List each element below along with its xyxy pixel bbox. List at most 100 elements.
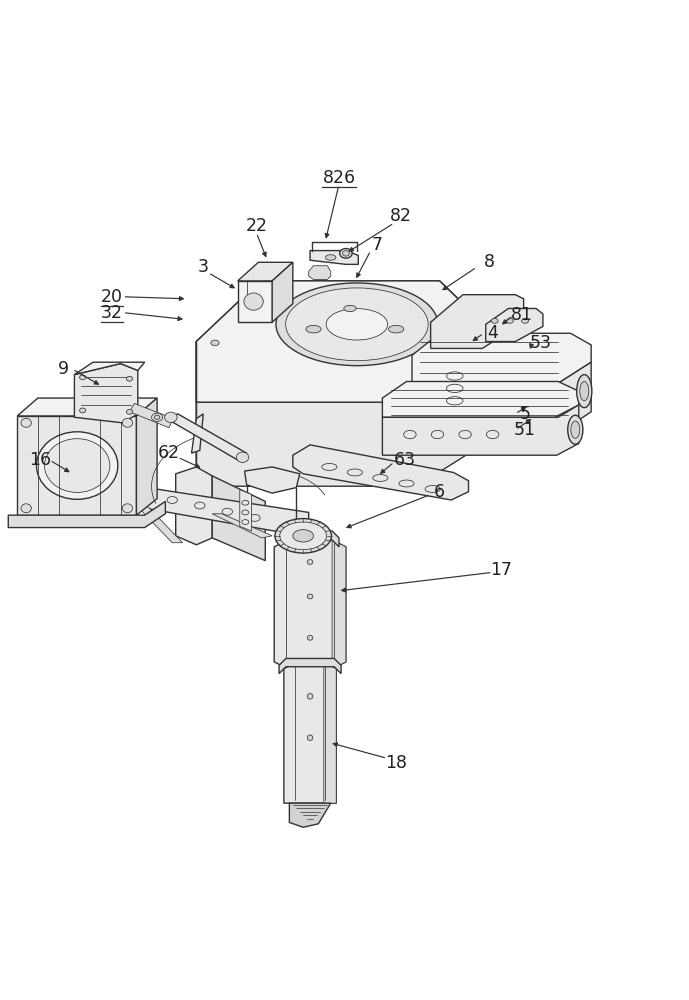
Polygon shape xyxy=(332,540,346,669)
Polygon shape xyxy=(310,251,358,264)
Polygon shape xyxy=(486,308,543,342)
Polygon shape xyxy=(136,398,157,515)
Polygon shape xyxy=(196,404,482,466)
Ellipse shape xyxy=(21,418,32,427)
Text: 4: 4 xyxy=(487,324,498,342)
Polygon shape xyxy=(176,467,212,545)
Ellipse shape xyxy=(570,421,580,438)
Polygon shape xyxy=(240,490,251,531)
Polygon shape xyxy=(192,414,203,453)
Polygon shape xyxy=(324,662,336,803)
Ellipse shape xyxy=(389,325,404,333)
Ellipse shape xyxy=(154,415,160,419)
Text: 826: 826 xyxy=(322,169,356,187)
Polygon shape xyxy=(138,507,183,543)
Polygon shape xyxy=(8,501,165,528)
Ellipse shape xyxy=(326,309,388,340)
Polygon shape xyxy=(196,281,482,402)
Polygon shape xyxy=(17,398,157,416)
Ellipse shape xyxy=(276,283,438,366)
Ellipse shape xyxy=(307,635,313,640)
Polygon shape xyxy=(382,405,579,455)
Ellipse shape xyxy=(127,376,133,381)
Text: 5: 5 xyxy=(520,405,531,423)
Ellipse shape xyxy=(45,439,110,492)
Polygon shape xyxy=(212,476,265,561)
Text: 63: 63 xyxy=(394,451,416,469)
Ellipse shape xyxy=(21,504,32,513)
Text: 18: 18 xyxy=(385,754,407,772)
Text: 3: 3 xyxy=(198,258,209,276)
Polygon shape xyxy=(274,540,346,669)
Text: 7: 7 xyxy=(372,236,383,254)
Polygon shape xyxy=(272,262,293,322)
Ellipse shape xyxy=(506,318,513,323)
Ellipse shape xyxy=(491,318,498,323)
Text: 17: 17 xyxy=(491,561,513,579)
Text: 32: 32 xyxy=(101,304,123,322)
Text: 22: 22 xyxy=(245,217,267,235)
Ellipse shape xyxy=(306,325,321,333)
Ellipse shape xyxy=(577,375,592,408)
Text: 53: 53 xyxy=(530,334,552,352)
Ellipse shape xyxy=(37,432,118,499)
Ellipse shape xyxy=(236,452,249,462)
Ellipse shape xyxy=(127,409,133,414)
Ellipse shape xyxy=(568,415,583,444)
Ellipse shape xyxy=(344,305,356,312)
Ellipse shape xyxy=(579,381,588,401)
Polygon shape xyxy=(309,266,331,280)
Ellipse shape xyxy=(275,519,331,553)
Polygon shape xyxy=(74,364,138,423)
Polygon shape xyxy=(17,416,136,515)
Polygon shape xyxy=(245,467,300,493)
Text: 6: 6 xyxy=(434,483,445,501)
Ellipse shape xyxy=(307,735,313,740)
Polygon shape xyxy=(281,531,339,547)
Ellipse shape xyxy=(152,413,163,421)
Text: 82: 82 xyxy=(390,207,412,225)
Ellipse shape xyxy=(244,293,263,310)
Ellipse shape xyxy=(123,504,132,513)
Polygon shape xyxy=(212,514,272,538)
Polygon shape xyxy=(412,362,591,435)
Ellipse shape xyxy=(307,560,313,564)
Ellipse shape xyxy=(307,594,313,599)
Text: 8: 8 xyxy=(484,253,495,271)
Polygon shape xyxy=(167,414,247,460)
Ellipse shape xyxy=(342,251,349,256)
Polygon shape xyxy=(289,803,331,827)
Polygon shape xyxy=(382,381,579,417)
Polygon shape xyxy=(431,295,524,348)
Ellipse shape xyxy=(325,255,336,260)
Ellipse shape xyxy=(307,694,313,699)
Text: 9: 9 xyxy=(58,360,69,378)
Polygon shape xyxy=(138,486,309,533)
Ellipse shape xyxy=(79,408,85,413)
Polygon shape xyxy=(238,281,272,322)
Polygon shape xyxy=(284,662,336,803)
Text: 20: 20 xyxy=(101,288,123,306)
Ellipse shape xyxy=(211,340,219,346)
Text: 62: 62 xyxy=(158,444,180,462)
Text: 16: 16 xyxy=(29,451,51,469)
Polygon shape xyxy=(412,333,591,384)
Ellipse shape xyxy=(293,530,313,542)
Text: 81: 81 xyxy=(511,306,533,324)
Ellipse shape xyxy=(522,318,528,323)
Polygon shape xyxy=(279,658,341,674)
Ellipse shape xyxy=(165,412,177,422)
Polygon shape xyxy=(238,262,293,281)
Ellipse shape xyxy=(79,375,85,380)
Polygon shape xyxy=(130,404,174,428)
Polygon shape xyxy=(196,342,210,453)
Polygon shape xyxy=(74,362,145,375)
Ellipse shape xyxy=(286,288,428,361)
Ellipse shape xyxy=(123,418,132,427)
Polygon shape xyxy=(196,281,482,486)
Text: 51: 51 xyxy=(514,421,536,439)
Polygon shape xyxy=(196,281,482,402)
Polygon shape xyxy=(293,445,469,500)
Ellipse shape xyxy=(340,249,352,258)
Ellipse shape xyxy=(280,522,327,550)
